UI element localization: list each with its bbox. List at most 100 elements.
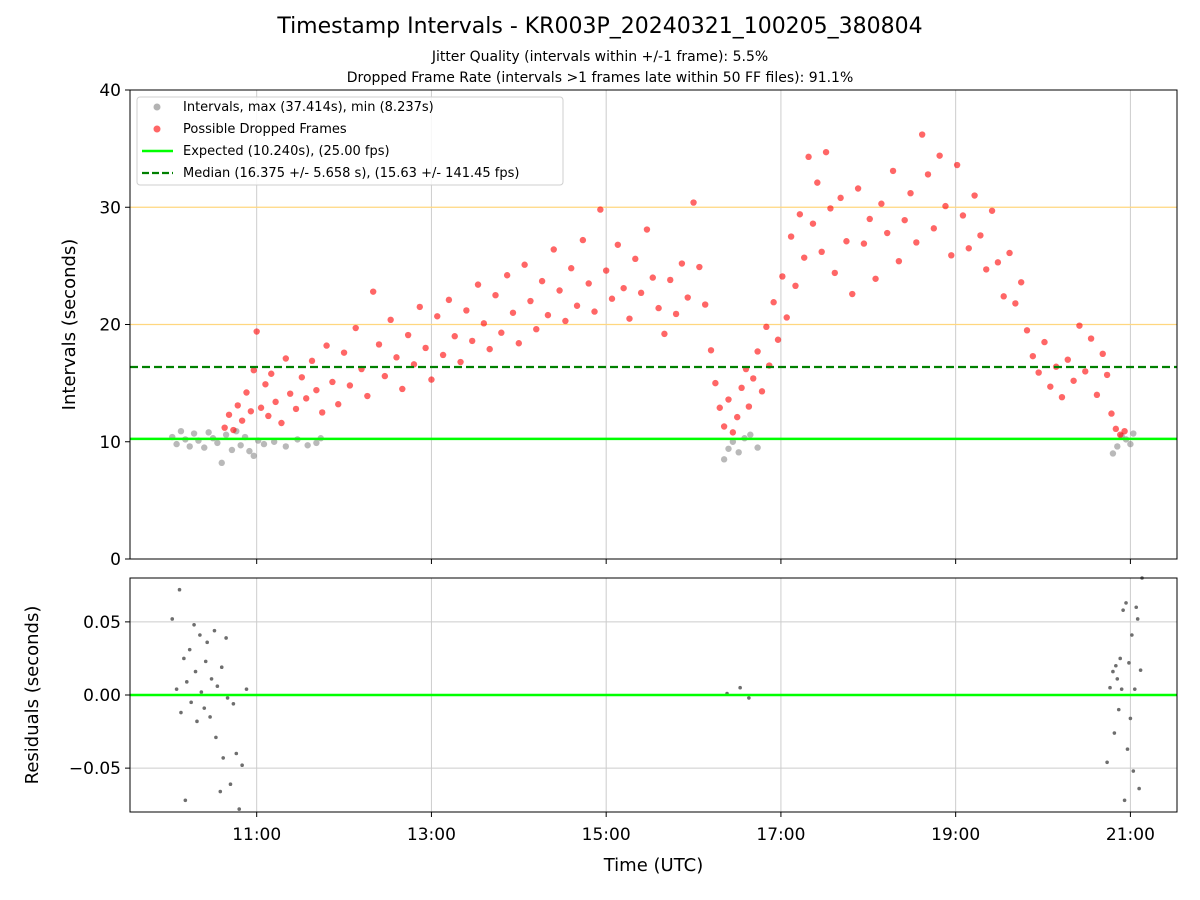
residual-point <box>208 715 212 719</box>
legend-entry: Expected (10.240s), (25.00 fps) <box>183 144 390 159</box>
legend-dropped-marker <box>153 125 161 133</box>
residual-point <box>1134 605 1139 610</box>
residual-point <box>1116 707 1121 712</box>
interval-point <box>250 452 257 460</box>
dropped-frame-point <box>655 304 662 312</box>
dropped-frame-point <box>509 309 517 316</box>
dropped-frame-point <box>725 396 732 403</box>
dropped-frame-point <box>335 401 342 408</box>
residual-point <box>225 696 230 700</box>
dropped-frame-point <box>369 288 377 295</box>
dropped-frame-point <box>1117 431 1124 438</box>
residual-point <box>209 677 214 681</box>
dropped-frame-point <box>1000 293 1007 300</box>
dropped-frame-point <box>313 386 320 394</box>
dropped-frame-point <box>562 317 569 325</box>
residual-point <box>212 628 217 633</box>
dropped-frame-point <box>375 341 383 348</box>
dropped-frame-point <box>801 254 808 261</box>
dropped-frame-point <box>1035 369 1042 376</box>
dropped-frame-point <box>428 376 435 383</box>
dropped-frame-point <box>895 257 903 265</box>
dropped-frame-point <box>257 404 265 411</box>
dropped-frame-point <box>1103 371 1111 379</box>
residual-point <box>1114 663 1118 668</box>
interval-point <box>246 447 253 455</box>
dropped-frame-point <box>486 345 493 353</box>
dropped-frame-point <box>930 225 938 232</box>
dropped-frame-point <box>250 367 257 374</box>
dropped-frame-point <box>787 233 795 240</box>
dropped-frame-point <box>913 239 920 246</box>
dropped-frame-point <box>585 280 592 287</box>
interval-point <box>304 442 311 449</box>
residual-point <box>221 756 225 760</box>
residual-point <box>1135 617 1140 621</box>
legend: Intervals, max (37.414s), min (8.237s) Po… <box>136 96 564 186</box>
dropped-frame-point <box>907 189 914 197</box>
dropped-frame-point <box>247 408 255 415</box>
interval-point <box>222 431 230 438</box>
dropped-frame-point <box>774 336 782 343</box>
bottom-y-axis-label: Residuals (seconds) <box>22 606 43 785</box>
residual-point <box>1128 716 1133 721</box>
dropped-frame-point <box>404 331 412 339</box>
dropped-frame-point <box>953 161 961 169</box>
top-y-axis-label: Intervals (seconds) <box>59 239 80 411</box>
residual-point <box>192 623 196 627</box>
dropped-frame-point <box>983 266 990 273</box>
interval-point <box>177 427 185 435</box>
dropped-frame-point <box>399 385 406 393</box>
bottom-y-tick-label: 0.00 <box>83 686 121 706</box>
dropped-frame-point <box>918 131 926 138</box>
dropped-frame-point <box>758 388 766 395</box>
dropped-frame-point <box>942 202 949 210</box>
dropped-frame-point <box>1108 410 1115 417</box>
dropped-frame-point <box>626 315 633 322</box>
interval-point <box>1130 430 1137 437</box>
dropped-frame-point <box>729 429 737 436</box>
dropped-frame-point <box>1017 279 1025 286</box>
dropped-frame-point <box>783 314 790 321</box>
dropped-frame-point <box>340 349 348 356</box>
top-y-tick-label: 20 <box>99 316 121 336</box>
dropped-frame-point <box>837 194 844 202</box>
jitter-quality-subtitle: Jitter Quality (intervals within +/-1 fr… <box>431 49 769 65</box>
dropped-frame-point <box>1112 425 1120 433</box>
dropped-frame-point <box>667 276 674 284</box>
residual-point <box>198 633 202 637</box>
dropped-frame-point <box>439 351 447 359</box>
residual-point <box>1112 731 1117 735</box>
dropped-frame-point <box>1058 393 1066 401</box>
dropped-frame-point <box>445 296 453 304</box>
dropped-frame-point <box>451 333 458 340</box>
dropped-frame-point <box>707 347 715 354</box>
dropped-frame-point <box>480 320 488 327</box>
dropped-frame-point <box>282 355 290 362</box>
dropped-frame-point <box>243 389 250 396</box>
dropped-frame-point <box>814 179 821 186</box>
dropped-frame-point <box>1087 335 1095 342</box>
dropped-frame-point <box>234 402 241 409</box>
x-tick-label: 15:00 <box>582 825 631 845</box>
dropped-frame-point <box>492 291 499 299</box>
dropped-frame-point <box>690 199 697 206</box>
residual-point <box>174 687 179 691</box>
dropped-frame-point <box>591 308 598 315</box>
dropped-frame-point <box>745 403 753 410</box>
dropped-frame-point <box>977 232 984 239</box>
dropped-frame-point <box>319 409 326 416</box>
residual-point <box>231 701 236 706</box>
dropped-frame-point <box>1082 368 1089 375</box>
interval-point <box>228 446 236 454</box>
dropped-frame-point <box>901 216 908 224</box>
residual-point <box>189 700 193 705</box>
dropped-frame-point <box>849 290 856 298</box>
dropped-frame-point <box>579 236 587 244</box>
dropped-frame-point <box>533 325 540 333</box>
dropped-frame-point <box>684 294 691 301</box>
dropped-frame-point <box>550 246 557 253</box>
residual-point <box>1131 769 1136 773</box>
dropped-frame-point <box>701 301 709 308</box>
